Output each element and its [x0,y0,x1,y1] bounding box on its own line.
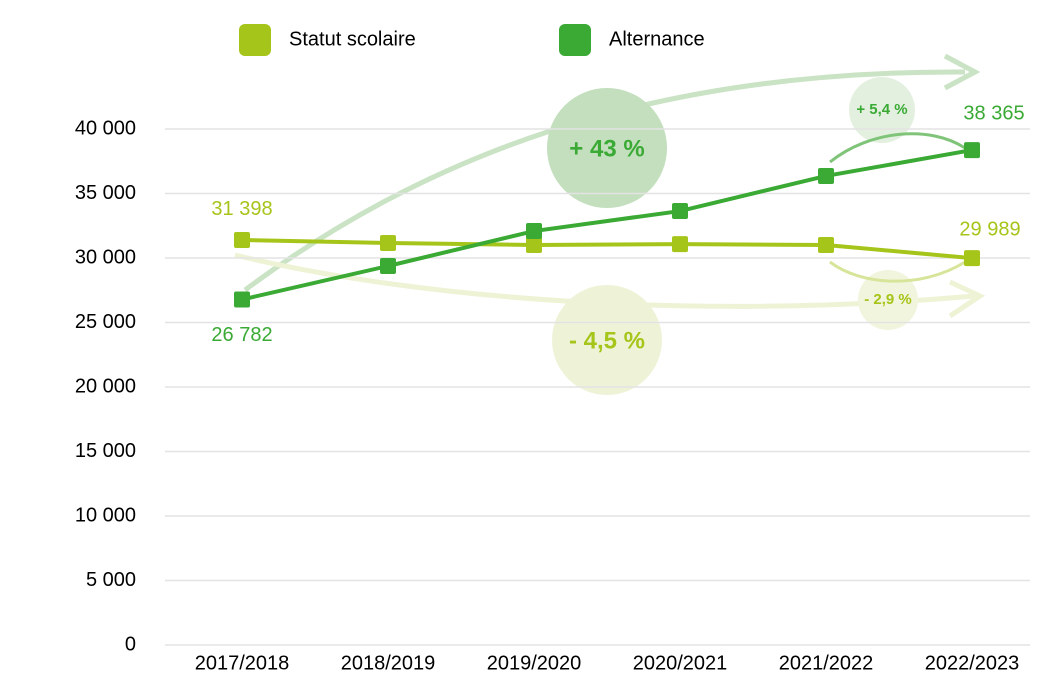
point [526,236,542,253]
x-tick-label: 2020/2021 [633,652,728,674]
series-line [241,148,973,302]
x-tick-label: 2017/2018 [195,652,290,674]
arrow [243,69,966,293]
annotation: + 5,4 % [856,101,907,118]
y-tick-label: 35 000 [75,182,136,204]
data-label: 38 365 [963,102,1024,124]
bubble [849,77,915,143]
data-label: 31 398 [211,198,272,220]
point [818,236,834,253]
point [672,203,688,220]
y-tick-label: 20 000 [75,375,136,397]
data-label: 26 782 [211,324,272,346]
data-label: 29 989 [959,218,1020,240]
point [964,142,980,159]
point [964,250,980,267]
bubble [552,285,662,395]
legend-swatch [559,24,591,56]
y-tick-label: 40 000 [75,117,136,139]
legend-label: Alternance [609,28,705,50]
y-tick-label: 10 000 [75,504,136,526]
arc [829,260,966,283]
annotation: - 4,5 % [569,327,645,354]
x-tick-label: 2018/2019 [341,652,436,674]
point [380,235,396,252]
point [526,223,542,240]
x-tick-label: 2019/2020 [487,652,582,674]
point [234,291,250,308]
y-tick-label: 5 000 [86,569,136,591]
series-line [241,237,973,261]
bubble [547,88,667,208]
arrow-head [948,279,986,319]
point [380,257,396,274]
annotation: - 2,9 % [864,291,912,308]
x-tick-label: 2022/2023 [925,652,1020,674]
decorations [234,53,986,395]
point [234,231,250,248]
legend-swatch [239,24,271,56]
arrow-head [943,53,981,91]
point [672,236,688,253]
x-tick-label: 2021/2022 [779,652,874,674]
bubble [858,270,918,330]
y-tick-label: 15 000 [75,440,136,462]
annotation: + 43 % [569,135,644,162]
y-tick-label: 25 000 [75,311,136,333]
y-tick-label: 0 [125,633,136,655]
arc [829,132,966,164]
y-tick-label: 30 000 [75,246,136,268]
point [818,167,834,184]
legend-label: Statut scolaire [289,28,416,50]
